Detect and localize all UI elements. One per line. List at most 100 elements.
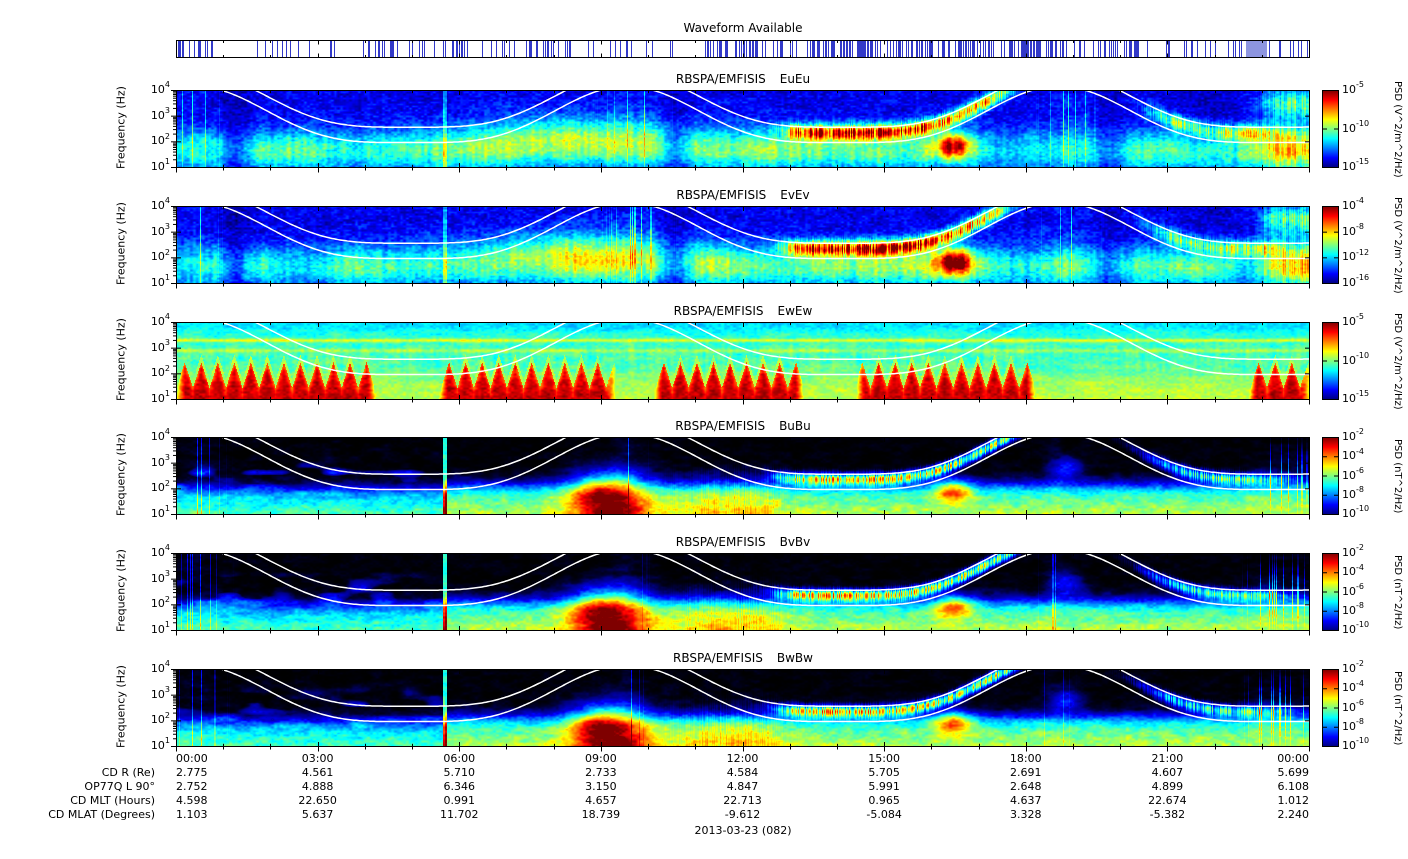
colorbar-tick-label: 10-5 [1342,312,1364,328]
ephemeris-value: 2.648 [1010,780,1042,793]
colorbar-tick-label: 10-8 [1342,485,1364,501]
ephemeris-value: 1.012 [1277,794,1310,807]
colorbar-tick-label: 10-4 [1342,562,1364,579]
y-axis-label: Frequency (Hz) [114,318,128,401]
panel-title-BvBv: RBSPA/EMFISIS BvBv [176,535,1310,549]
panel-title-BwBw: RBSPA/EMFISIS BwBw [176,651,1310,665]
waveform-available-title: Waveform Available [683,21,803,35]
y-tick-label: 104 [150,196,170,212]
exponent: 2 [164,594,170,604]
colorbar-tick-label: 10-10 [1342,736,1370,752]
colorbar-unit-label: PSD (V^2/m^2/Hz) [1392,196,1403,294]
exponent: 4 [164,312,170,322]
ephemeris-value: 5.699 [1277,766,1310,779]
colorbar-tick-label: 10-16 [1342,273,1370,289]
exponent: -2 [1356,659,1364,669]
exponent: -4 [1356,196,1364,206]
panel-title-instrument: RBSPA/EMFISIS [673,651,763,665]
y-tick-label: 102 [150,594,170,611]
exponent: -10 [1356,350,1370,360]
colorbar-tick-label: 10-15 [1342,157,1370,173]
y-tick-label: 104 [150,80,170,96]
exponent: -10 [1356,118,1370,128]
ephemeris-row-label: OP77Q L 90° [84,780,155,793]
y-tick-label: 102 [150,131,170,148]
ephemeris-value: 5.637 [301,808,334,821]
colorbar-tick-label: 10-10 [1342,620,1370,636]
colorbar-tick-label: 10-6 [1342,581,1364,598]
exponent: 4 [164,427,170,437]
exponent: -15 [1356,389,1370,399]
colorbar-unit-label: PSD (nT^2/Hz) [1392,438,1403,514]
exponent: -4 [1356,446,1364,456]
colorbar-tick-label: 10-12 [1342,247,1370,264]
ephemeris-value: 4.888 [301,780,334,793]
exponent: 1 [164,157,170,167]
y-tick-label: 103 [150,569,170,585]
exponent: 4 [164,196,170,206]
exponent: -10 [1356,620,1370,630]
ephemeris-value: 4.607 [1151,766,1184,779]
exponent: 1 [164,620,170,630]
exponent: 2 [164,710,170,720]
ephemeris-value: 4.584 [726,766,759,779]
ephemeris-value: -5.084 [866,808,902,821]
panel-title-component: EwEw [777,304,813,318]
colorbar-tick-label: 10-8 [1342,222,1364,238]
exponent: -5 [1356,312,1364,322]
exponent: 2 [164,478,170,488]
y-tick-label: 101 [150,736,170,752]
time-tick-label: 09:00 [585,752,617,765]
exponent: -8 [1356,222,1364,231]
y-tick-label: 101 [150,273,170,289]
colorbar-tick-label: 10-4 [1342,196,1364,212]
y-tick-label: 102 [150,478,170,495]
colorbar-tick-label: 10-4 [1342,446,1364,463]
exponent: 1 [164,504,170,514]
colorbar-BwBw [1322,669,1339,747]
exponent: -10 [1356,736,1370,746]
y-tick-label: 103 [150,222,170,238]
time-tick-label: 18:00 [1009,752,1042,765]
panel-title-component: EvEv [780,188,810,202]
colorbar-tick-label: 10-4 [1342,678,1364,695]
waveform-availability-bar [176,40,1310,58]
exponent: -2 [1356,543,1364,553]
ephemeris-value: 6.108 [1277,780,1310,793]
exponent: 2 [164,131,170,141]
exponent: -10 [1356,504,1370,514]
time-tick-label: 12:00 [726,752,759,765]
colorbar-tick-label: 10-10 [1342,118,1370,135]
colorbar-tick-label: 10-5 [1342,80,1364,96]
panel-title-EvEv: RBSPA/EMFISIS EvEv [176,188,1310,202]
spectrogram-EwEw [170,322,1310,406]
exponent: 1 [164,273,170,283]
y-tick-label: 103 [150,106,170,122]
y-tick-label: 103 [150,453,170,469]
ephemeris-row-label: CD MLAT (Degrees) [48,808,155,821]
spectrogram-BuBu [170,437,1310,521]
y-tick-label: 103 [150,685,170,701]
time-tick-label: 00:00 [176,752,208,765]
ephemeris-row-label: CD R (Re) [101,766,155,779]
ephemeris-value: -9.612 [724,808,761,821]
y-axis-label: Frequency (Hz) [114,549,128,632]
exponent: 2 [164,247,170,257]
exponent: 1 [164,736,170,746]
colorbar-tick-label: 10-8 [1342,717,1364,733]
exponent: -4 [1356,562,1364,572]
ephemeris-value: 4.899 [1151,780,1184,793]
date-label: 2013-03-23 (082) [694,824,792,837]
panel-title-component: BvBv [779,535,811,549]
exponent: -6 [1356,697,1364,707]
panel-title-component: BwBw [776,651,813,665]
ephemeris-value: 22.650 [298,794,337,807]
panel-title-component: EuEu [779,72,811,86]
exponent: 3 [164,685,170,694]
exponent: 3 [164,569,170,578]
y-axis-label: Frequency (Hz) [114,202,128,285]
ephemeris-value: 1.103 [176,808,208,821]
y-axis-label: Frequency (Hz) [114,433,128,516]
exponent: 4 [164,543,170,553]
y-tick-label: 104 [150,312,170,328]
